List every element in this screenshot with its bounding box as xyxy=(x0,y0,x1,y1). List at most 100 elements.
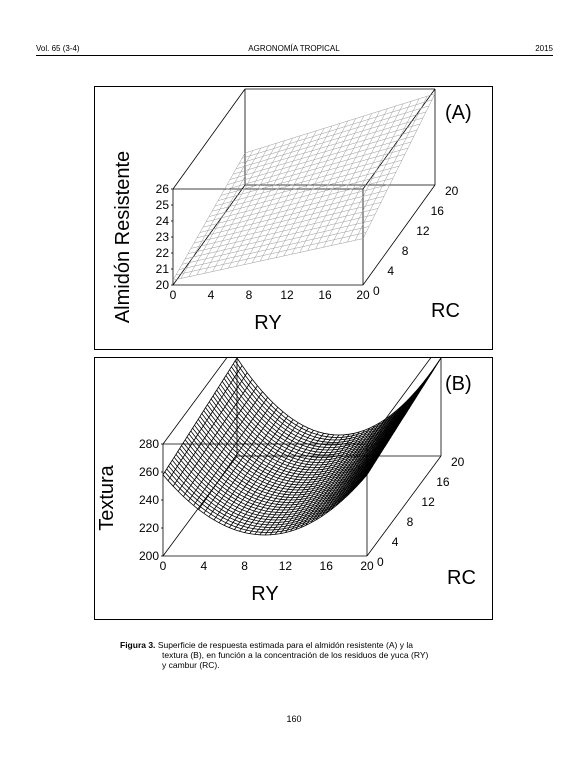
y-tick-label: 4 xyxy=(387,264,394,278)
surface-plot-b: 0 4 8 12 16 20 048121620200220240260280RYRCTex… xyxy=(96,358,476,605)
surface-mesh-line xyxy=(192,427,397,496)
surface-mesh-line xyxy=(193,196,385,244)
y-tick-label: 12 xyxy=(421,495,435,509)
caption-label: Figura 3. xyxy=(120,640,156,650)
surface-mesh-line xyxy=(202,178,394,228)
y-axis-label: RC xyxy=(447,567,476,589)
surface-mesh-line xyxy=(232,117,424,175)
header-year: 2015 xyxy=(535,44,553,53)
surface-plot-a: 0 4 8 12 16 20 04812162020212223242526RYRCAlmi… xyxy=(112,88,472,334)
surface-mesh-line xyxy=(162,474,368,536)
surface-mesh-line xyxy=(168,465,373,528)
x-tick-label: 12 xyxy=(280,288,294,302)
caption-line-3: y cambur (RC). xyxy=(162,660,220,670)
z-tick-label: 25 xyxy=(156,198,170,212)
surface-mesh-line xyxy=(241,99,433,159)
surface-mesh-line xyxy=(217,147,409,201)
surface-mesh-line xyxy=(164,471,370,533)
header-journal-title: AGRONOMÍA TROPICAL xyxy=(248,44,340,53)
x-tick-label: 20 xyxy=(356,288,370,302)
z-tick-label: 260 xyxy=(139,465,159,479)
z-tick-label: 22 xyxy=(156,246,170,260)
surface-mesh-line xyxy=(236,358,442,436)
x-tick-label: 12 xyxy=(279,559,293,573)
header-volume: Vol. 65 (3-4) xyxy=(36,44,80,53)
surface-mesh-line xyxy=(214,153,406,207)
z-tick-label: 23 xyxy=(156,230,170,244)
box-edge-7 xyxy=(172,88,246,190)
surface-mesh-line xyxy=(177,451,383,516)
surface-mesh-line xyxy=(201,413,407,483)
y-tick-label: 8 xyxy=(407,515,414,529)
x-tick-label: 0 xyxy=(160,559,167,573)
y-tick-label: 0 xyxy=(377,555,384,569)
surface-mesh-line xyxy=(210,398,416,471)
x-tick-label: 4 xyxy=(208,288,215,302)
figure-panel-a: 0 4 8 12 16 20 0 4 8 12 16 20 20 21 22 23 24 25 26 RY RC Almi… xyxy=(94,86,493,350)
x-tick-label: 8 xyxy=(246,288,253,302)
z-tick-label: 24 xyxy=(156,214,170,228)
surface-mesh-line xyxy=(226,129,418,186)
surface-mesh-line xyxy=(225,375,431,451)
box-edge-1 xyxy=(362,184,436,286)
y-tick-label: 16 xyxy=(431,204,445,218)
surface-mesh-line xyxy=(173,457,379,521)
surface-mesh-line xyxy=(232,363,438,441)
panel-label: (B) xyxy=(445,373,472,395)
surface-mesh-line xyxy=(190,202,382,249)
surface-mesh-line xyxy=(179,448,384,513)
surface-mesh-line xyxy=(244,93,436,154)
surface-mesh-line xyxy=(214,392,420,466)
z-tick-label: 220 xyxy=(139,521,159,535)
z-axis-label: Almidón Resistente xyxy=(112,151,134,323)
surface-mesh-line xyxy=(219,384,425,458)
surface-mesh-line xyxy=(195,421,401,491)
y-tick-label: 20 xyxy=(451,455,465,469)
surface-mesh-line xyxy=(203,410,409,481)
z-tick-label: 26 xyxy=(156,182,170,196)
surface-mesh-line xyxy=(181,445,386,511)
x-axis-label: RY xyxy=(254,312,281,334)
surface-mesh-line xyxy=(194,424,399,493)
y-tick-label: 12 xyxy=(416,224,430,238)
surface-mesh-line xyxy=(187,208,379,254)
surface-mesh-line xyxy=(234,360,440,438)
figure-panel-b: 0 4 8 12 16 20 0 4 8 12 16 20 200 220 240 260 280 RY RC Tex… xyxy=(94,357,493,620)
y-tick-label: 20 xyxy=(445,184,459,198)
z-tick-label: 280 xyxy=(139,437,159,451)
box-edge-7 xyxy=(162,358,228,445)
x-axis-label: RY xyxy=(251,583,278,605)
surface-mesh-line xyxy=(199,184,391,233)
box-edge-1 xyxy=(366,455,442,557)
caption-line-2: textura (B), en función a la concentraci… xyxy=(162,650,429,660)
surface-mesh-line xyxy=(216,389,421,463)
surface-mesh-line xyxy=(175,454,381,518)
surface-mesh-line xyxy=(211,159,403,212)
y-tick-label: 0 xyxy=(373,284,380,298)
z-axis-label: Textura xyxy=(96,464,118,530)
x-tick-label: 0 xyxy=(170,288,177,302)
surface-mesh-line xyxy=(205,407,410,478)
surface-mesh-line xyxy=(207,404,412,476)
surface-mesh-line xyxy=(229,123,421,180)
box-edge-5 xyxy=(366,358,432,445)
surface-mesh-line xyxy=(190,430,396,498)
surface-mesh-line xyxy=(170,462,375,526)
surface-mesh-line xyxy=(172,238,364,281)
surface-mesh-line xyxy=(227,372,433,448)
x-tick-label: 16 xyxy=(318,288,332,302)
x-tick-label: 8 xyxy=(241,559,248,573)
surface-mesh-line xyxy=(196,190,388,239)
surface-mesh-line xyxy=(182,442,388,508)
x-tick-label: 20 xyxy=(360,559,374,573)
surface-mesh-line xyxy=(221,381,427,456)
caption-line-1: Superficie de respuesta estimada para el… xyxy=(157,640,413,650)
surface-mesh-line xyxy=(184,214,376,260)
surface-mesh-line xyxy=(199,416,405,486)
y-tick-label: 4 xyxy=(392,535,399,549)
z-tick-label: 240 xyxy=(139,493,159,507)
z-tick-label: 21 xyxy=(156,262,170,276)
surface-mesh-line xyxy=(220,141,412,196)
surface-mesh-line xyxy=(208,165,400,217)
surface-mesh-line xyxy=(229,369,434,446)
